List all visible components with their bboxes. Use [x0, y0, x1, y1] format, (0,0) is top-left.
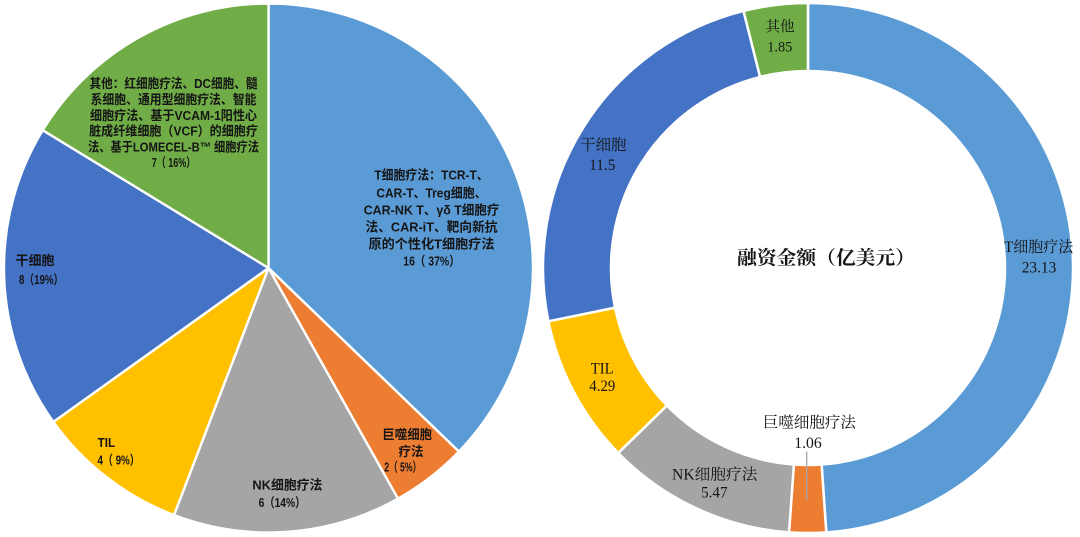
- svg-text:TIL: TIL: [591, 360, 614, 377]
- svg-text:NK细胞疗法: NK细胞疗法: [672, 466, 758, 484]
- svg-text:TIL: TIL: [98, 435, 116, 450]
- svg-text:干细胞: 干细胞: [16, 253, 55, 268]
- svg-text:4（ 9%）: 4（ 9%）: [98, 453, 140, 468]
- svg-text:11.5: 11.5: [589, 157, 615, 174]
- svg-text:1.06: 1.06: [794, 435, 822, 452]
- svg-text:23.13: 23.13: [1022, 259, 1057, 276]
- svg-text:法、CAR-iT、靶向新抗: 法、CAR-iT、靶向新抗: [366, 219, 498, 234]
- svg-text:5.47: 5.47: [701, 484, 728, 501]
- svg-text:系细胞、通用型细胞疗法、智能: 系细胞、通用型细胞疗法、智能: [91, 92, 257, 107]
- svg-text:干细胞: 干细胞: [580, 136, 626, 154]
- svg-text:其他: 其他: [766, 19, 795, 36]
- svg-text:巨噬细胞疗法: 巨噬细胞疗法: [763, 413, 856, 431]
- svg-text:1.85: 1.85: [767, 40, 792, 56]
- svg-text:CAR-T、Treg细胞、: CAR-T、Treg细胞、: [376, 185, 486, 200]
- svg-text:6（14%）: 6（14%）: [259, 495, 306, 510]
- svg-text:脏成纤维细胞（VCF）的细胞疗: 脏成纤维细胞（VCF）的细胞疗: [89, 124, 258, 139]
- svg-text:其他：红细胞疗法、DC细胞、髓: 其他：红细胞疗法、DC细胞、髓: [90, 76, 258, 91]
- svg-text:细胞疗法、基于VCAM-1阳性心: 细胞疗法、基于VCAM-1阳性心: [90, 108, 257, 123]
- svg-text:16（ 37%）: 16（ 37%）: [403, 253, 459, 268]
- svg-text:NK细胞疗法: NK细胞疗法: [252, 478, 322, 493]
- svg-text:融资金额（亿美元）: 融资金额（亿美元）: [737, 246, 915, 269]
- svg-text:法、基于LOMECEL-B™ 细胞疗法: 法、基于LOMECEL-B™ 细胞疗法: [88, 140, 259, 155]
- svg-text:T细胞疗法: T细胞疗法: [1004, 238, 1074, 256]
- svg-text:4.29: 4.29: [589, 378, 615, 395]
- svg-text:巨噬细胞: 巨噬细胞: [382, 427, 432, 442]
- svg-text:CAR-NK T、γδ T细胞疗: CAR-NK T、γδ T细胞疗: [364, 203, 500, 218]
- svg-text:8（19%）: 8（19%）: [19, 272, 63, 287]
- svg-text:疗法: 疗法: [399, 444, 424, 459]
- svg-text:原的个性化T细胞疗法: 原的个性化T细胞疗法: [369, 237, 495, 252]
- svg-text:T细胞疗法：TCR-T、: T细胞疗法：TCR-T、: [374, 168, 488, 183]
- svg-text:7（ 16%）: 7（ 16%）: [152, 155, 196, 170]
- svg-text:2（ 5%）: 2（ 5%）: [384, 459, 421, 474]
